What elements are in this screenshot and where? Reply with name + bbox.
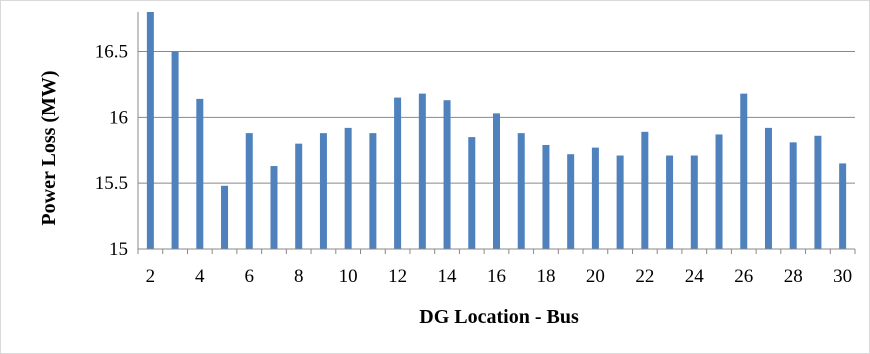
bar-bus-17: [517, 133, 525, 249]
bar-bus-18: [542, 144, 550, 249]
x-tick-labels: 2 4 6 8 10 12 14 16 18 20 22 24 26 28 30: [146, 266, 853, 287]
bar-bus-11: [369, 133, 377, 249]
bar-bus-3: [171, 51, 179, 249]
bar-bus-24: [690, 155, 698, 249]
x-tick-label: 30: [833, 266, 852, 287]
x-tick-label: 14: [438, 266, 458, 287]
x-tick-label: 22: [635, 266, 654, 287]
axes: [137, 12, 856, 254]
bar-bus-4: [196, 98, 204, 250]
bar-bus-2: [146, 12, 154, 249]
x-tick-label: 18: [536, 266, 555, 287]
bars: [146, 12, 847, 250]
y-tick-label: 16.5: [95, 42, 128, 63]
x-tick-label: 24: [685, 266, 705, 287]
bar-bus-27: [764, 127, 772, 249]
bar-bus-26: [740, 93, 748, 249]
x-tick-label: 28: [784, 266, 803, 287]
bar-bus-14: [443, 100, 451, 249]
bar-bus-28: [789, 142, 797, 249]
x-tick-label: 8: [294, 266, 304, 287]
bar-bus-23: [666, 155, 674, 249]
y-tick-label: 15.5: [95, 173, 128, 194]
bar-bus-9: [319, 133, 327, 249]
y-tick-labels: 15 15.5 16 16.5: [95, 42, 128, 261]
bar-bus-20: [591, 147, 599, 249]
x-tick-label: 6: [245, 266, 255, 287]
x-tick-label: 2: [146, 266, 156, 287]
bar-bus-10: [344, 127, 352, 249]
x-tick-label: 4: [195, 266, 205, 287]
bar-bus-25: [715, 134, 723, 249]
bar-bus-15: [468, 137, 476, 249]
bar-bus-19: [567, 154, 575, 249]
bar-bus-30: [839, 163, 847, 249]
x-axis-title: DG Location - Bus: [419, 306, 579, 328]
y-tick-label: 16: [109, 107, 128, 128]
bar-bus-13: [418, 93, 426, 249]
bar-bus-6: [245, 133, 253, 249]
x-tick-label: 26: [734, 266, 753, 287]
bar-bus-29: [814, 135, 822, 249]
bar-bus-12: [394, 97, 402, 249]
bar-bus-7: [270, 166, 278, 249]
bar-bus-8: [295, 143, 303, 249]
x-tick-label: 12: [388, 266, 407, 287]
bar-bus-5: [221, 185, 229, 249]
bar-bus-22: [641, 131, 649, 249]
bar-bus-16: [493, 113, 500, 249]
y-axis-title: Power Loss (MW): [38, 70, 60, 225]
bar-bus-21: [616, 155, 624, 249]
x-tick-label: 16: [487, 266, 506, 287]
x-tick-label: 20: [586, 266, 605, 287]
y-tick-label: 15: [109, 239, 128, 260]
x-tick-label: 10: [339, 266, 358, 287]
